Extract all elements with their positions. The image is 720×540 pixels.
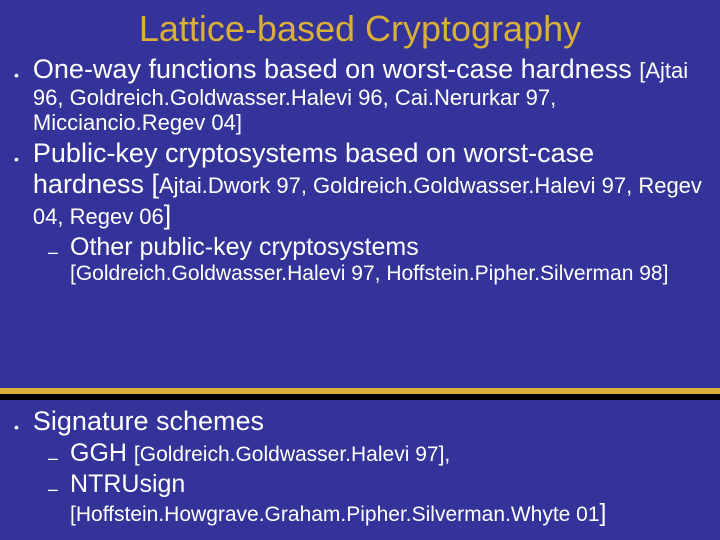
divider	[0, 388, 720, 400]
sub-bullet-citation: [Goldreich.Goldwasser.Halevi 97, Hoffste…	[70, 262, 668, 285]
bullet-main-text: One-way functions based on worst-case ha…	[33, 54, 639, 84]
content-top: • One-way functions based on worst-case …	[0, 52, 720, 286]
sub-bullet-main-text: Other public-key cryptosystems	[70, 233, 419, 261]
bullet-marker-icon: •	[14, 420, 19, 434]
divider-bar-bottom	[0, 394, 720, 400]
bracket-close: ]	[164, 200, 172, 230]
bullet-body: One-way functions based on worst-case ha…	[33, 54, 706, 136]
sub-bullet-body: Other public-key cryptosystems [Goldreic…	[70, 233, 706, 286]
bullet-main-text: Signature schemes	[33, 406, 264, 436]
bullet-marker-icon: •	[14, 152, 19, 166]
content-bottom: • Signature schemes – GGH [Goldreich.Gol…	[0, 404, 720, 529]
sub-bullet-item: – GGH [Goldreich.Goldwasser.Halevi 97],	[48, 439, 706, 468]
bullet-body: Public-key cryptosystems based on worst-…	[33, 138, 706, 231]
bullet-item: • Public-key cryptosystems based on wors…	[14, 138, 706, 231]
sub-bullet-marker-icon: –	[48, 480, 58, 498]
sub-bullet-body: GGH [Goldreich.Goldwasser.Halevi 97],	[70, 439, 706, 468]
sub-bullet-citation: [Goldreich.Goldwasser.Halevi 97],	[134, 443, 450, 466]
bullet-marker-icon: •	[14, 68, 19, 82]
sub-bullet-main-text: GGH	[70, 439, 134, 467]
bracket-open: [	[151, 169, 159, 199]
sub-bullet-item: – Other public-key cryptosystems [Goldre…	[48, 233, 706, 286]
sub-bullet-citation: Hoffstein.Howgrave.Graham.Pipher.Silverm…	[76, 503, 600, 526]
bullet-body: Signature schemes	[33, 406, 706, 437]
sub-bullet-main-text: NTRUsign	[70, 470, 185, 498]
sub-bullet-marker-icon: –	[48, 243, 58, 261]
sub-bullet-marker-icon: –	[48, 449, 58, 467]
bullet-item: • One-way functions based on worst-case …	[14, 54, 706, 136]
sub-bullet-item: – NTRUsign [Hoffstein.Howgrave.Graham.Pi…	[48, 470, 706, 528]
sub-bullet-body: NTRUsign [Hoffstein.Howgrave.Graham.Piph…	[70, 470, 706, 528]
bullet-item: • Signature schemes	[14, 406, 706, 437]
bracket-close: ]	[600, 499, 607, 527]
slide-title: Lattice-based Cryptography	[0, 0, 720, 52]
slide: Lattice-based Cryptography • One-way fun…	[0, 0, 720, 540]
